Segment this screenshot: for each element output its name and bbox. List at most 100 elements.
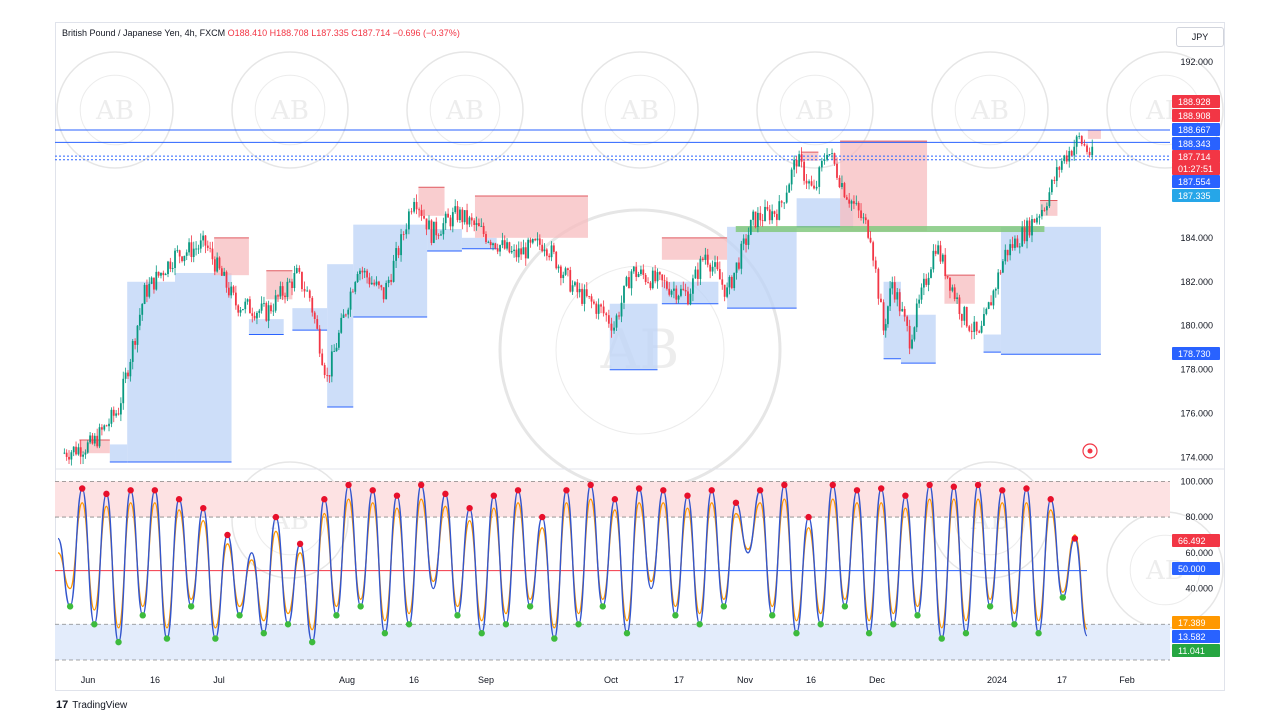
overbought-dot [296,540,304,548]
candle-body [1050,179,1053,193]
candle-body [647,282,649,283]
candle-body [828,154,831,155]
oversold-dot [115,638,122,646]
candle-body [1023,227,1026,242]
candle-body [171,267,174,269]
candle-body [925,278,928,285]
candle-body [373,282,376,285]
candle-body [274,295,277,311]
candle-body [862,217,865,219]
candle-body [531,238,534,243]
candle-body [499,245,501,252]
candle-body [272,310,275,312]
price-tick-label: 176.000 [1180,409,1213,419]
candle-body [366,270,368,278]
candle-body [687,291,689,305]
time-tick-label: Nov [737,675,754,685]
candle-body [440,234,442,236]
oversold-dot [817,621,824,628]
candle-body [913,327,916,340]
overbought-dot [999,487,1006,494]
candle-body [654,270,657,282]
candle-body [251,313,254,316]
candle-body [831,153,833,155]
symbol-title[interactable]: British Pound / Japanese Yen, 4h, FXCM [62,28,226,38]
candle-body [361,270,364,273]
candle-body [595,303,598,314]
watermark-inner-ring [779,74,851,146]
demand-zone [727,226,797,309]
candle-body [333,351,336,353]
candle-body [138,314,141,326]
candle-body [68,456,70,460]
candle-body [253,315,256,319]
candle-body [805,180,808,184]
oscillator-pane[interactable] [55,480,1170,661]
oversold-dot [212,635,219,642]
price-pane[interactable] [55,129,1170,466]
demand-zone [292,308,328,331]
tradingview-brand[interactable]: 17 TradingView [56,699,127,711]
candle-body [813,185,815,189]
candle-body [425,218,428,230]
candle-body [407,211,410,230]
candle-body [244,301,247,310]
time-tick-label: 17 [1057,675,1067,685]
currency-button[interactable]: JPY [1176,27,1224,47]
candle-body [752,211,755,220]
candle-body [857,202,860,211]
watermark-logo: AB [795,96,834,126]
candle-body [517,248,520,258]
overbought-dot [466,504,473,512]
overbought-dot [756,487,764,494]
candle-body [963,307,966,321]
candle-body [432,221,435,243]
oscillator-tick-label: 80.000 [1185,512,1213,522]
demand-zone [609,303,658,370]
candle-body [124,372,127,379]
watermark-ring [406,51,524,169]
candle-body [836,163,838,178]
candle-body [843,183,846,198]
candle-body [742,238,745,244]
candle-body [872,242,875,261]
candle-body [932,250,935,270]
alert-icon-dot [1087,448,1093,454]
watermark-ring [1106,51,1224,169]
candle-body [730,276,733,289]
candle-body [637,274,640,277]
candle-body [129,361,132,377]
candle-body [562,274,565,279]
oversold-dot [841,603,849,610]
candle-body [529,239,532,243]
candle-body [105,425,108,427]
demand-zone [1000,226,1101,355]
candle-body [665,281,668,289]
candle-body [536,238,539,241]
price-tick-label: 174.000 [1180,453,1213,463]
time-tick-label: Feb [1119,675,1135,685]
time-tick-label: 17 [674,675,684,685]
chart-frame [55,22,1225,691]
candle-body [994,288,997,291]
candle-body [1053,179,1056,181]
oscillator-tag [1172,630,1220,643]
price-tick-label: 180.000 [1180,321,1213,331]
price-tick-label: 178.000 [1180,365,1213,375]
price-tag-label: 188.928 [1178,97,1211,107]
oversold-dot [890,621,897,628]
candle-body [428,220,430,230]
candle-body [136,325,139,345]
price-tick-label: 182.000 [1180,277,1213,287]
candle-body [340,317,343,333]
overbought-dot [853,487,861,494]
candle-body [1065,155,1068,162]
oscillator-tick-label: 40.000 [1185,584,1213,594]
candle-body [552,245,555,252]
candle-body [195,248,197,250]
candle-body [382,287,385,300]
overbought-dot [345,481,352,489]
candle-body [347,309,350,315]
price-tag-label: 188.343 [1178,139,1211,149]
